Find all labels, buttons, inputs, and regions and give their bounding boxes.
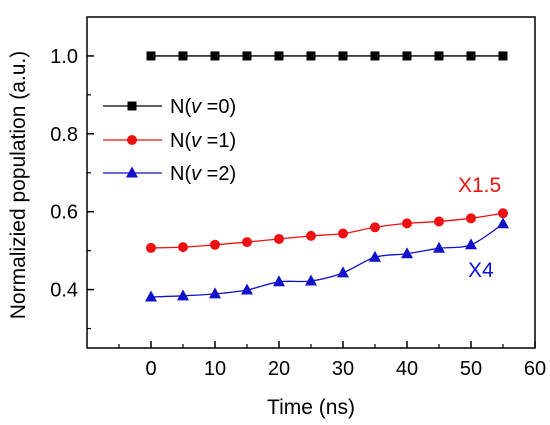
data-point [178,242,188,253]
x-tick-label: 60 [524,358,546,380]
legend-item: N(v =2) [103,163,236,185]
y-axis-ticks: 0.4 0.6 0.8 1.0 [50,46,94,330]
data-point [242,237,252,248]
x-axis-title: Time (ns) [267,396,355,419]
series-2 [145,217,509,302]
data-point [145,290,157,302]
series-line [150,212,504,249]
legend-label: N(v =1) [170,130,236,152]
data-point [178,51,188,61]
x-tick-label: 30 [332,358,354,380]
data-point [402,218,412,229]
annotation-x1-5: X1.5 [458,174,501,197]
legend-marker [127,101,137,111]
data-point [177,289,189,301]
data-point [369,250,381,262]
data-point [209,287,221,299]
legend-label: N(v =0) [170,96,236,118]
x-tick-label: 20 [268,358,290,380]
data-point [498,208,508,219]
data-point [274,233,284,244]
data-point [306,51,316,61]
data-point [305,274,317,286]
data-point [338,228,348,239]
data-point [338,51,348,61]
legend: N(v =0) N(v =1) N(v =2) [103,96,236,185]
data-point [146,51,156,61]
data-point [466,213,476,224]
legend-marker [126,166,138,178]
data-point [497,217,509,229]
y-tick-label: 0.8 [50,124,78,146]
legend-marker [127,135,137,145]
data-point [401,247,413,259]
data-point [498,51,508,61]
series-group [145,51,509,302]
data-point [241,283,253,295]
data-point [466,51,476,61]
series-1 [146,208,508,253]
x-axis-ticks: 0 10 20 30 40 50 60 [118,341,546,380]
data-point [370,51,380,61]
data-point [210,239,220,250]
x-tick-label: 0 [145,358,156,380]
annotation-x4: X4 [468,259,494,282]
data-point [434,216,444,227]
y-axis-title: Normalizied population (a.u.) [7,51,30,319]
y-tick-label: 0.4 [50,280,78,302]
data-point [146,242,156,253]
data-point [337,266,349,278]
data-point [465,238,477,250]
x-tick-label: 40 [396,358,418,380]
legend-label: N(v =2) [170,163,236,185]
data-point [210,51,220,61]
data-point [402,51,412,61]
series-0 [146,51,508,61]
data-point [433,241,445,253]
data-point [274,51,284,61]
y-tick-label: 0.6 [50,202,78,224]
x-tick-label: 50 [460,358,482,380]
data-point [434,51,444,61]
data-point [273,275,285,287]
legend-item: N(v =0) [103,96,236,118]
data-point [242,51,252,61]
data-point [370,222,380,233]
legend-item: N(v =1) [103,130,236,152]
x-tick-label: 10 [204,358,226,380]
y-tick-label: 1.0 [50,46,78,68]
data-point [306,230,316,241]
